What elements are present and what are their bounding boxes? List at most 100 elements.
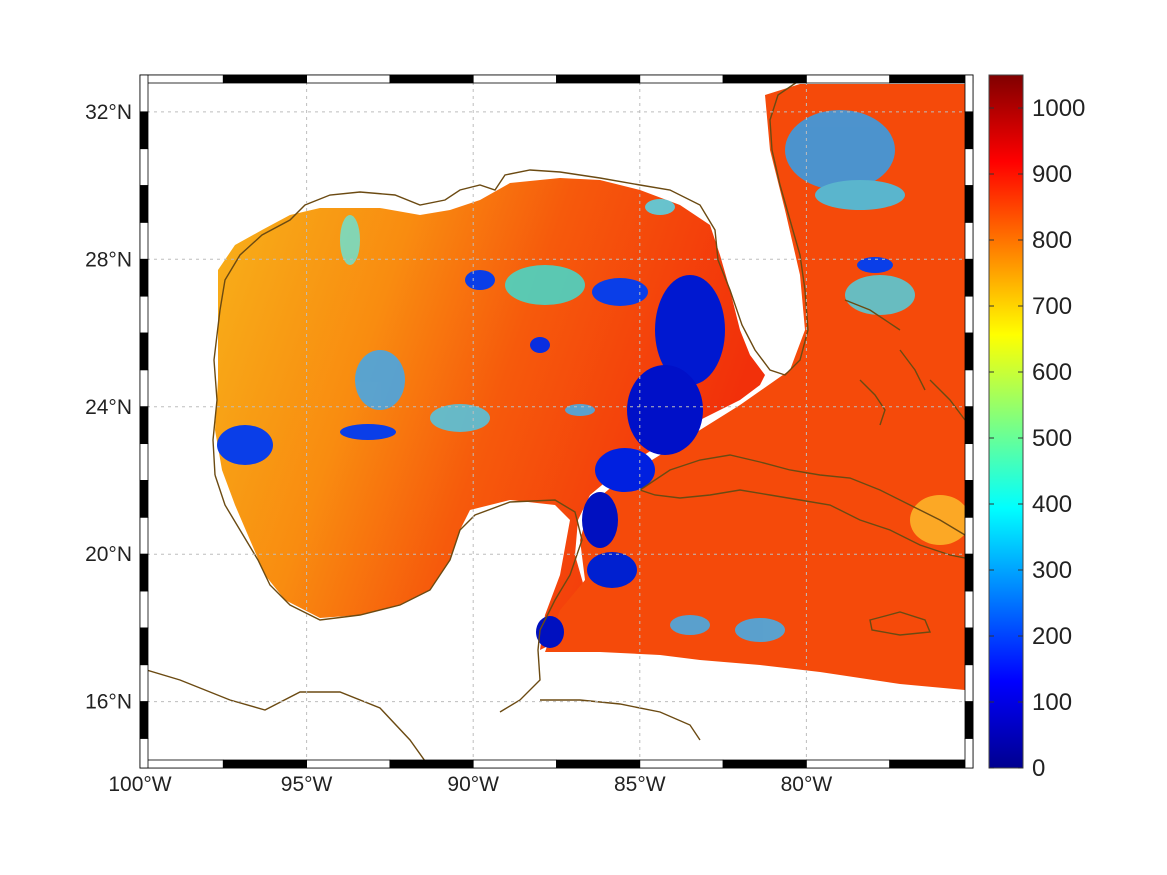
frame-segment	[964, 406, 974, 445]
frame-segment	[556, 759, 641, 769]
plot-area	[140, 75, 973, 768]
frame-segment	[139, 185, 149, 223]
mid-patch	[565, 404, 595, 416]
mid-patch	[355, 350, 405, 410]
frame-segment	[964, 701, 974, 739]
frame-segment	[139, 74, 149, 113]
frame-segment	[139, 406, 149, 445]
colorbar-tick-label: 300	[1032, 557, 1072, 584]
frame-segment	[964, 332, 974, 371]
frame-segment	[139, 369, 149, 408]
frame-segment	[889, 74, 974, 84]
frame-segment	[889, 759, 974, 769]
jamaica-coast	[869, 611, 932, 636]
frame-segment	[139, 258, 149, 297]
frame-segment	[306, 74, 391, 84]
frame-segment	[139, 480, 149, 518]
low-patch	[587, 552, 637, 588]
frame-segment	[556, 74, 641, 84]
latitude-tick-labels: 32°N 28°N 24°N 20°N 16°N	[85, 101, 132, 714]
colorbar-tick-label: 100	[1032, 689, 1072, 716]
cuba-coast	[638, 454, 973, 561]
colorbar-tick-label: 400	[1032, 491, 1072, 518]
frame-segment	[639, 74, 724, 84]
frame-segment	[964, 148, 974, 186]
longitude-tick-labels: 100°W 95°W 90°W 85°W 80°W	[108, 773, 832, 796]
frame-segment	[964, 664, 974, 703]
mid-value-patches	[340, 110, 915, 642]
colorbar-tick-label: 200	[1032, 623, 1072, 650]
frame-segment	[222, 74, 308, 84]
frame-segment	[964, 443, 974, 481]
low-patch	[857, 257, 893, 273]
frame-segment	[964, 295, 974, 334]
mid-patch	[785, 110, 895, 190]
frame-segment	[139, 701, 149, 739]
mid-patch	[430, 404, 490, 432]
low-patch	[465, 270, 495, 290]
frame-segment	[964, 369, 974, 408]
frame-segment	[964, 738, 974, 769]
low-patch	[217, 425, 273, 465]
frame-segment	[722, 74, 807, 84]
mid-patch	[645, 199, 675, 215]
frame-segment	[964, 74, 974, 113]
mid-patch	[735, 618, 785, 642]
frame-segment	[139, 516, 149, 555]
lat-tick-label: 24°N	[85, 396, 132, 419]
frame-segment	[964, 185, 974, 223]
colorbar-tick-label: 600	[1032, 359, 1072, 386]
frame-segment	[139, 295, 149, 334]
frame-segment	[139, 627, 149, 666]
bahamas-coast	[844, 299, 966, 426]
colorbar-tick-label: 900	[1032, 161, 1072, 188]
frame-segment	[139, 443, 149, 481]
mid-patch	[340, 215, 360, 265]
map-frame	[139, 74, 974, 769]
frame-segment	[389, 74, 474, 84]
frame-segment	[964, 480, 974, 518]
frame-segment	[806, 74, 891, 84]
low-patch	[592, 278, 648, 306]
frame-segment	[389, 759, 474, 769]
central-america-coast	[140, 667, 431, 768]
frame-segment	[139, 222, 149, 260]
frame-segment	[139, 332, 149, 371]
frame-segment	[139, 759, 224, 769]
mid-patch	[815, 180, 905, 210]
atlantic-data-field	[545, 84, 965, 690]
frame-segment	[964, 627, 974, 666]
low-patch	[655, 275, 725, 385]
lon-tick-label: 80°W	[781, 773, 833, 796]
lon-tick-label: 85°W	[614, 773, 666, 796]
frame-segment	[139, 590, 149, 629]
mid-patch	[670, 615, 710, 635]
frame-segment	[139, 74, 224, 84]
low-patch	[582, 492, 618, 548]
frame-segment	[139, 148, 149, 186]
colorbar-tick-label: 500	[1032, 425, 1072, 452]
lat-tick-label: 28°N	[85, 248, 132, 271]
colorbar-tick-label: 0	[1032, 755, 1045, 782]
frame-segment	[806, 759, 891, 769]
frame-segment	[964, 516, 974, 555]
low-patch	[530, 337, 550, 353]
frame-segment	[306, 759, 391, 769]
frame-segment	[139, 664, 149, 703]
low-patch	[340, 424, 396, 440]
lon-tick-label: 100°W	[108, 773, 171, 796]
colorbar-ramp	[988, 74, 1024, 769]
lon-tick-label: 90°W	[447, 773, 499, 796]
frame-segment	[472, 74, 557, 84]
frame-segment	[472, 759, 557, 769]
frame-segment	[964, 258, 974, 297]
lat-tick-label: 32°N	[85, 101, 132, 124]
colorbar-tick-label: 700	[1032, 293, 1072, 320]
low-patch	[627, 365, 703, 455]
frame-segment	[964, 590, 974, 629]
mid-patch	[505, 265, 585, 305]
mexico-coast	[214, 474, 583, 713]
